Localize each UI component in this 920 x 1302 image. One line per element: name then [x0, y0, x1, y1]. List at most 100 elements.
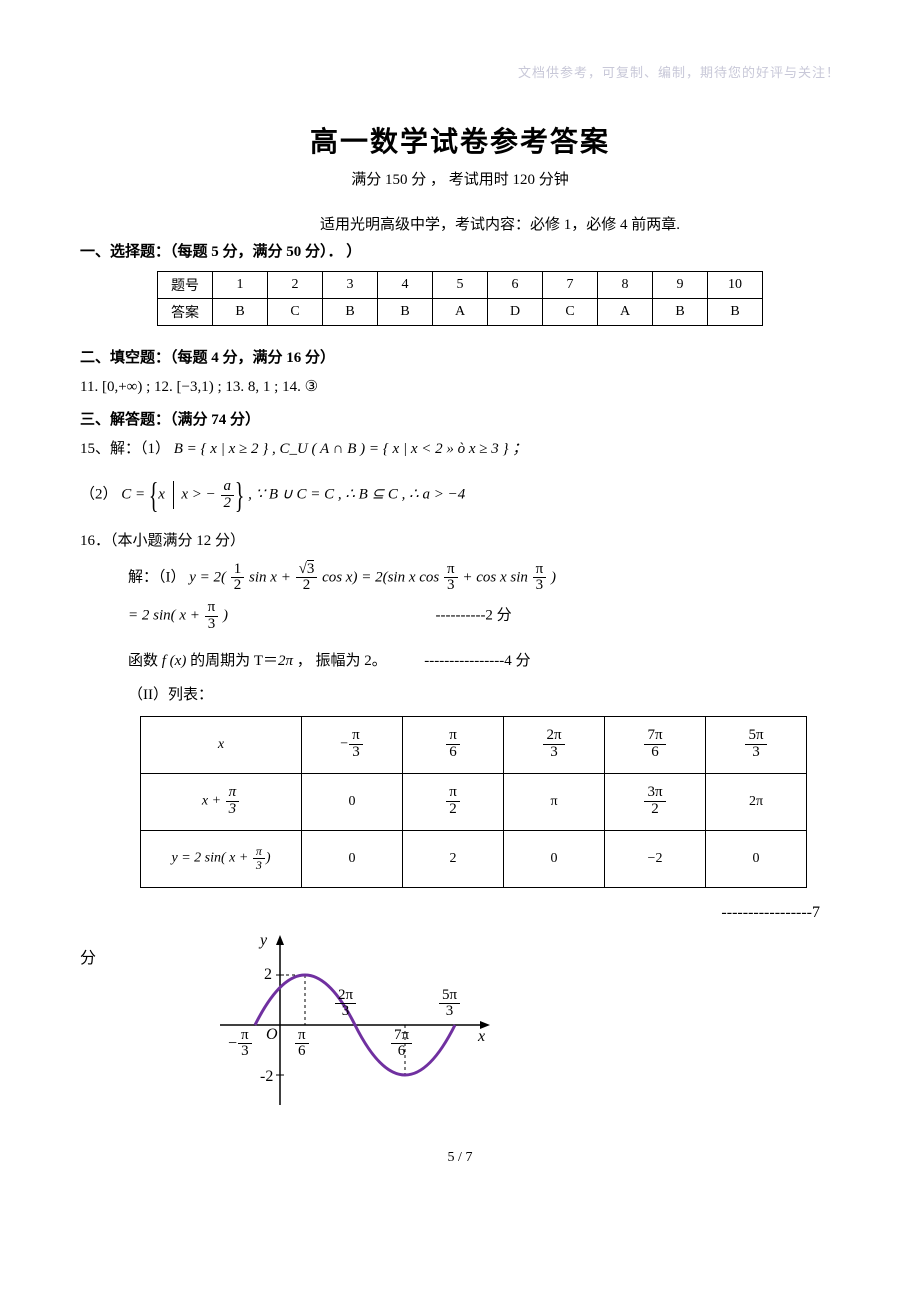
- q11-sep1: ; 12.: [142, 379, 176, 395]
- answer-cell: D: [488, 299, 543, 326]
- cell: 2π: [706, 773, 807, 830]
- answer-cell: C: [268, 299, 323, 326]
- subtitle-prefix: 满分: [351, 172, 385, 188]
- cell: 2π3: [504, 716, 605, 773]
- answer-table-header-row: 题号 1 2 3 4 5 6 7 8 9 10: [158, 272, 763, 299]
- row-head-xshift: x + π3: [141, 773, 302, 830]
- page: 文档供参考，可复制、编制，期待您的好评与关注！ 高一数学试卷参考答案 满分 15…: [0, 0, 920, 1206]
- pi-over-3-a: π 3: [444, 562, 458, 595]
- cell: π2: [403, 773, 504, 830]
- right-brace-icon: }: [235, 477, 245, 513]
- cos-x: cos x): [322, 569, 357, 585]
- subtitle-suffix: 分钟: [535, 172, 569, 188]
- x-tick-2pi-3: 2π3: [334, 988, 357, 1021]
- sine-graph-svg: [200, 930, 500, 1120]
- row-label: 题号: [158, 272, 213, 299]
- x-tick-pi-6: π6: [294, 1028, 310, 1061]
- close-paren-2: ): [223, 608, 228, 624]
- set-body: x x > − a 2: [158, 479, 235, 512]
- score-mark-2: ----------2 分: [435, 608, 511, 624]
- table-row: x −π3 π6 2π3 7π6 5π3: [141, 716, 807, 773]
- sine-graph: y x 2 -2 O −π3 π6 2π3 7π6 5π3: [200, 930, 500, 1120]
- answer-cell: A: [433, 299, 488, 326]
- y-tick-2: 2: [264, 966, 272, 984]
- q11-prefix: 11.: [80, 379, 102, 395]
- score-mark-4: ----------------4 分: [424, 653, 530, 669]
- set-braces: { x x > − a 2 }: [149, 477, 244, 513]
- x-tick-5pi-3: 5π3: [438, 988, 461, 1021]
- doc-title: 高一数学试卷参考答案: [80, 120, 840, 160]
- row-label: 答案: [158, 299, 213, 326]
- q16-l1-pre: 解：（I）: [128, 569, 189, 585]
- cell: −2: [605, 830, 706, 887]
- col-num: 9: [653, 272, 708, 299]
- y-eq-1: y = 2(: [189, 569, 226, 585]
- col-num: 2: [268, 272, 323, 299]
- cell: 0: [706, 830, 807, 887]
- col-num: 5: [433, 272, 488, 299]
- left-brace-icon: {: [149, 477, 159, 513]
- scope-line: 适用光明高级中学，考试内容：必修 1，必修 4 前两章.: [80, 213, 840, 234]
- subtitle-mid: 分 ， 考试用时: [407, 172, 512, 188]
- fen-label: 分: [80, 944, 96, 968]
- answer-cell: C: [543, 299, 598, 326]
- watermark-header: 文档供参考，可复制、编制，期待您的好评与关注！: [518, 62, 840, 81]
- full-score: 150: [385, 172, 408, 188]
- pi-over-3-c: π 3: [205, 600, 219, 633]
- q11-interval2: [−3,1): [177, 379, 214, 395]
- q15-p2-prefix: （2）: [80, 486, 121, 502]
- sqrt3-over-2: √3 2: [296, 562, 318, 595]
- row-head-x: x: [141, 716, 302, 773]
- cell: 2: [403, 830, 504, 887]
- y-tick-neg2: -2: [260, 1068, 273, 1086]
- cell: 3π2: [605, 773, 706, 830]
- doc-subtitle: 满分 150 分 ， 考试用时 120 分钟: [80, 168, 840, 189]
- page-cur: 5: [448, 1150, 455, 1165]
- x-axis-label: x: [478, 1028, 485, 1046]
- cell: −π3: [302, 716, 403, 773]
- pi-over-3-b: π 3: [533, 562, 547, 595]
- answer-cell: B: [323, 299, 378, 326]
- sin-x: sin x +: [249, 569, 295, 585]
- answer-cell: A: [598, 299, 653, 326]
- x-tick-neg-pi-3: −π3: [228, 1028, 253, 1061]
- origin-label: O: [266, 1026, 278, 1044]
- table-row: y = 2 sin( x + π3) 0 2 0 −2 0: [141, 830, 807, 887]
- q15-after-set: , ∵ B ∪ C = C , ∴ B ⊆ C , ∴ a > −4: [248, 486, 465, 502]
- time-limit: 120: [513, 172, 536, 188]
- q16-tabulate-label: （II）列表：: [80, 681, 840, 710]
- two-pi: 2π: [278, 653, 293, 669]
- cell: 0: [302, 830, 403, 887]
- col-num: 10: [708, 272, 763, 299]
- fx: f (x): [162, 653, 187, 669]
- table-row: x + π3 0 π2 π 3π2 2π: [141, 773, 807, 830]
- page-total: 7: [465, 1150, 472, 1165]
- period-text-3: ， 振幅为 2。: [293, 653, 387, 669]
- plus-cos-sin: + cos x sin: [462, 569, 531, 585]
- a-over-2: a 2: [221, 479, 235, 512]
- answer-cell: B: [378, 299, 433, 326]
- q16-data-table: x −π3 π6 2π3 7π6 5π3 x + π3 0 π2 π 3π2 2…: [140, 716, 807, 888]
- q16-line2: = 2 sin( x + π 3 ) ----------2 分: [80, 600, 840, 633]
- q11-interval1: [0,+∞): [102, 379, 142, 395]
- col-num: 7: [543, 272, 598, 299]
- q15-part2: （2） C = { x x > − a 2 } , ∵ B ∪ C = C , …: [80, 477, 840, 513]
- page-number: 5 / 7: [80, 1150, 840, 1166]
- score-mark-7: -----------------7: [80, 904, 840, 922]
- section-2-heading: 二、填空题：（每题 4 分，满分 16 分）: [80, 346, 840, 367]
- eq-step2: = 2(sin x cos: [361, 569, 443, 585]
- cell: 0: [302, 773, 403, 830]
- cell: π: [504, 773, 605, 830]
- q16-line1: 解：（I） y = 2( 1 2 sin x + √3 2 cos x) = 2…: [80, 562, 840, 595]
- sqrt3-num: √3: [296, 562, 318, 579]
- half: 1 2: [231, 562, 245, 595]
- answer-cell: B: [653, 299, 708, 326]
- q16-period-line: 函数 f (x) 的周期为 T＝2π ， 振幅为 2。 ------------…: [80, 647, 840, 676]
- answer-table-answer-row: 答案 B C B B A D C A B B: [158, 299, 763, 326]
- row-head-y: y = 2 sin( x + π3): [141, 830, 302, 887]
- q15-part1: 15、解：（1） B = { x | x ≥ 2 } , C_U ( A ∩ B…: [80, 435, 840, 464]
- close-paren: ): [551, 569, 556, 585]
- answer-cell: B: [213, 299, 268, 326]
- eq-2sin: = 2 sin( x +: [128, 608, 204, 624]
- col-num: 8: [598, 272, 653, 299]
